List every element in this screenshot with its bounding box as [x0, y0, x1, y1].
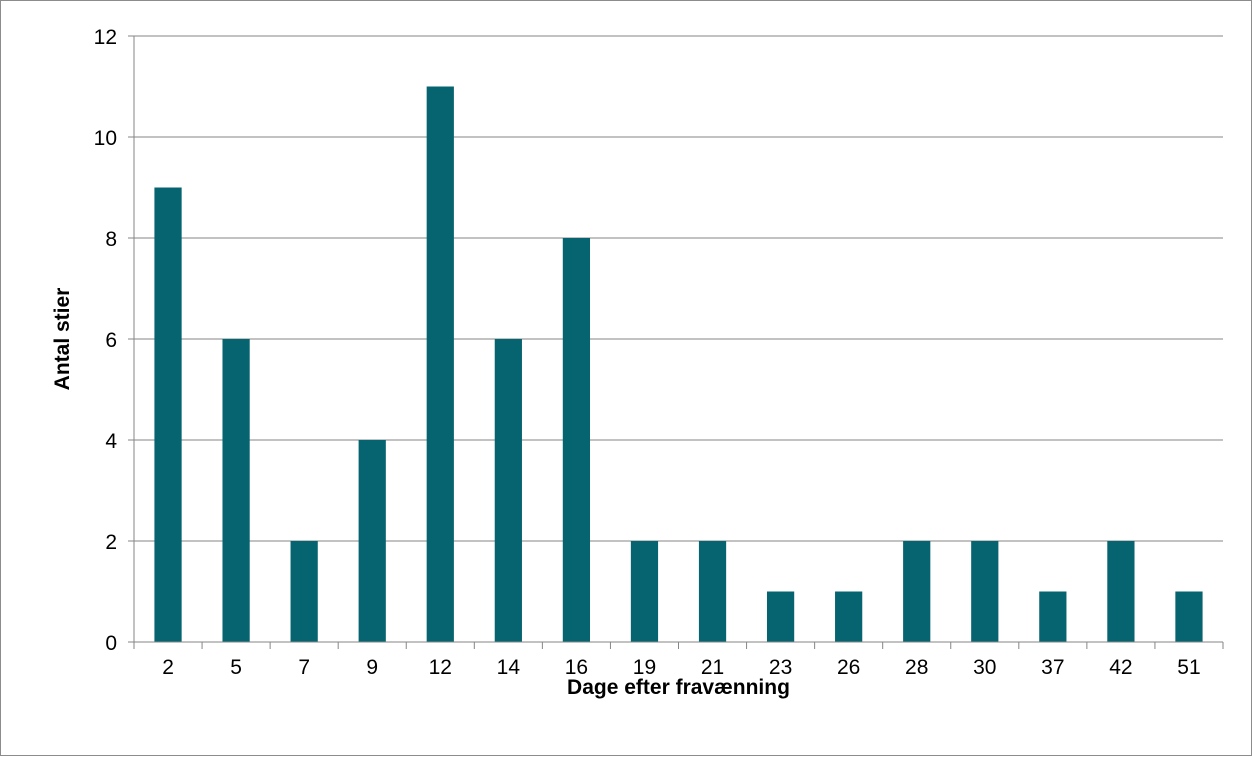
- bar-26: [835, 591, 863, 642]
- x-tick-label: 21: [701, 656, 724, 679]
- bar-16: [562, 238, 591, 642]
- bar-51: [1175, 591, 1203, 642]
- x-tick-label: 51: [1177, 656, 1200, 679]
- x-tick-label: 16: [565, 656, 588, 679]
- x-tick-label: 26: [837, 656, 860, 679]
- x-tick-label: 5: [230, 656, 242, 679]
- y-tick-label: 6: [105, 329, 117, 352]
- y-axis-title: Antal stier: [51, 288, 74, 391]
- y-tick-label: 4: [105, 430, 117, 453]
- y-tick-label: 2: [105, 531, 117, 554]
- x-tick-label: 42: [1109, 656, 1132, 679]
- bar-9: [358, 440, 386, 642]
- x-axis-title: Dage efter fravænning: [567, 676, 790, 699]
- bar-19: [630, 541, 659, 642]
- x-tick-label: 30: [973, 656, 996, 679]
- axes: [128, 35, 1224, 649]
- bar-12: [426, 86, 454, 642]
- x-tick-label: 14: [497, 656, 521, 679]
- bar-42: [1107, 541, 1135, 642]
- bar-30: [971, 541, 999, 642]
- y-tick-label: 8: [105, 228, 117, 251]
- bar-14: [494, 339, 522, 642]
- bar-5: [222, 339, 250, 642]
- x-tick-label: 12: [429, 656, 452, 679]
- bar-37: [1039, 591, 1067, 642]
- y-tick-label: 10: [94, 127, 117, 150]
- x-tick-label: 9: [366, 656, 378, 679]
- y-tick-label: 12: [94, 26, 117, 49]
- bars: [154, 86, 1203, 642]
- bar-7: [290, 541, 318, 642]
- bar-28: [903, 541, 931, 642]
- x-tick-label: 28: [905, 656, 928, 679]
- x-tick-label: 37: [1041, 656, 1064, 679]
- x-tick-label: 19: [633, 656, 656, 679]
- gridlines: [134, 35, 1223, 542]
- bar-2: [154, 187, 182, 642]
- tick-labels: 0 2 4 6 8 10 12 2 5 7 9 12 14 16 19 21 23 26 28 30 37 42 51: [94, 26, 1201, 679]
- bar-23: [766, 591, 795, 642]
- y-tick-label: 0: [105, 632, 117, 655]
- x-tick-label: 7: [298, 656, 310, 679]
- x-tick-label: 2: [162, 656, 174, 679]
- x-tick-label: 23: [769, 656, 792, 679]
- bar-21: [698, 541, 727, 642]
